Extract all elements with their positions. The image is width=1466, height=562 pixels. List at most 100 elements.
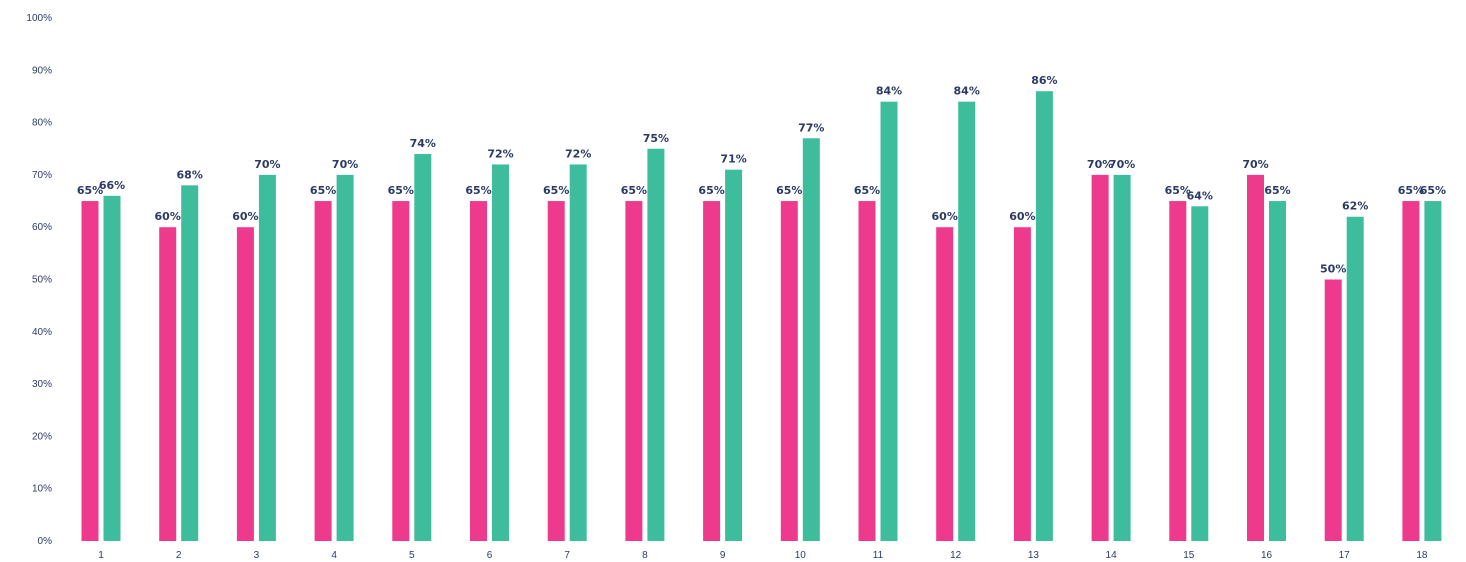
y-tick-label: 90% xyxy=(32,65,52,76)
x-tick-label: 13 xyxy=(1028,550,1040,561)
bar-series1-14 xyxy=(1091,174,1109,541)
bar-series1-5 xyxy=(392,201,410,542)
data-label: 84% xyxy=(954,85,980,98)
bar-series2-12 xyxy=(958,101,976,542)
y-tick-label: 70% xyxy=(32,170,52,181)
bar-series1-3 xyxy=(236,227,254,541)
bar-series1-13 xyxy=(1013,227,1031,541)
bar-series2-15 xyxy=(1191,206,1209,541)
data-label: 65% xyxy=(698,184,724,197)
bar-series2-14 xyxy=(1113,174,1131,541)
x-tick-label: 6 xyxy=(487,550,493,561)
x-tick-label: 1 xyxy=(98,550,104,561)
bar-series1-2 xyxy=(159,227,177,541)
data-label: 64% xyxy=(1187,189,1213,202)
data-label: 86% xyxy=(1031,74,1057,87)
y-tick-label: 0% xyxy=(38,536,53,547)
data-label: 70% xyxy=(1242,158,1268,171)
data-label: 65% xyxy=(310,184,336,197)
data-label: 77% xyxy=(798,121,824,134)
bar-series2-16 xyxy=(1269,201,1286,542)
y-tick-label: 60% xyxy=(32,222,52,233)
x-tick-label: 5 xyxy=(409,550,415,561)
y-tick-label: 50% xyxy=(32,275,52,286)
bar-series2-3 xyxy=(258,174,276,541)
data-label: 50% xyxy=(1320,263,1346,276)
data-label: 70% xyxy=(254,158,280,171)
data-label: 65% xyxy=(776,184,802,197)
x-tick-label: 11 xyxy=(873,550,884,561)
x-tick-label: 16 xyxy=(1261,550,1273,561)
y-tick-label: 10% xyxy=(32,484,52,495)
bar-series2-17 xyxy=(1346,216,1364,542)
data-label: 65% xyxy=(465,184,491,197)
data-label: 65% xyxy=(1165,184,1191,197)
data-label: 65% xyxy=(621,184,647,197)
data-label: 66% xyxy=(99,179,125,192)
bar-series1-9 xyxy=(703,201,721,542)
data-label: 74% xyxy=(410,137,436,150)
bar-series1-12 xyxy=(936,227,954,541)
x-tick-label: 15 xyxy=(1183,550,1195,561)
bar-series2-6 xyxy=(492,164,509,541)
data-label: 65% xyxy=(1398,184,1424,197)
bar-series2-11 xyxy=(880,101,898,542)
x-tick-label: 12 xyxy=(950,550,962,561)
bar-series1-11 xyxy=(858,201,876,542)
y-tick-label: 40% xyxy=(32,327,52,338)
data-label: 65% xyxy=(77,184,103,197)
bar-series2-10 xyxy=(802,138,820,542)
bar-series2-9 xyxy=(725,169,743,542)
bar-series1-15 xyxy=(1169,201,1187,542)
y-tick-label: 30% xyxy=(32,379,52,390)
bar-series1-8 xyxy=(625,201,643,542)
data-label-group: 65%66%60%68%60%70%65%70%65%74%65%72%65%7… xyxy=(77,74,1446,275)
bar-series2-13 xyxy=(1035,91,1053,541)
x-tick-label: 14 xyxy=(1106,550,1118,561)
y-tick-label: 100% xyxy=(26,13,52,24)
bar-series1-16 xyxy=(1247,174,1264,541)
data-label: 72% xyxy=(565,147,591,160)
data-label: 60% xyxy=(932,210,958,223)
x-tick-label: 10 xyxy=(795,550,807,561)
data-label: 75% xyxy=(643,132,669,145)
data-label: 60% xyxy=(232,210,258,223)
x-tick-label: 17 xyxy=(1339,550,1351,561)
x-tick-label: 3 xyxy=(254,550,260,561)
x-tick-label: 7 xyxy=(564,550,570,561)
x-tick-label: 9 xyxy=(720,550,726,561)
bar-series1-17 xyxy=(1324,279,1342,541)
data-label: 65% xyxy=(854,184,880,197)
bar-series2-1 xyxy=(103,195,121,541)
y-tick-label: 80% xyxy=(32,118,52,129)
bar-series1-1 xyxy=(81,201,99,542)
x-tick-label: 2 xyxy=(176,550,182,561)
data-label: 65% xyxy=(1264,184,1290,197)
y-tick-label: 20% xyxy=(32,431,52,442)
bar-series2-4 xyxy=(336,174,354,541)
y-axis: 0% 10% 20% 30% 40% 50% 60% 70% 80% 90% 100% xyxy=(26,13,52,547)
bar-series1-18 xyxy=(1402,201,1420,542)
bar-series2-8 xyxy=(647,148,665,541)
bar-series2-5 xyxy=(414,153,432,542)
x-tick-label: 18 xyxy=(1416,550,1428,561)
data-label: 68% xyxy=(177,168,203,181)
data-label: 70% xyxy=(332,158,358,171)
x-tick-label: 4 xyxy=(331,550,337,561)
data-label: 65% xyxy=(1420,184,1446,197)
bar-series2-2 xyxy=(181,185,199,542)
data-label: 65% xyxy=(543,184,569,197)
data-label: 84% xyxy=(876,85,902,98)
data-label: 72% xyxy=(487,147,513,160)
data-label: 62% xyxy=(1342,200,1368,213)
bar-series1-6 xyxy=(470,201,487,542)
bar-series2-18 xyxy=(1424,201,1442,542)
data-label: 65% xyxy=(388,184,414,197)
x-axis: 1 2 3 4 5 6 7 8 9 10 11 12 13 14 15 16 17 18 xyxy=(98,550,1428,561)
data-label: 71% xyxy=(720,153,746,166)
bar-series-group xyxy=(81,91,1442,542)
bar-series1-10 xyxy=(780,201,798,542)
bar-series1-4 xyxy=(314,201,332,542)
